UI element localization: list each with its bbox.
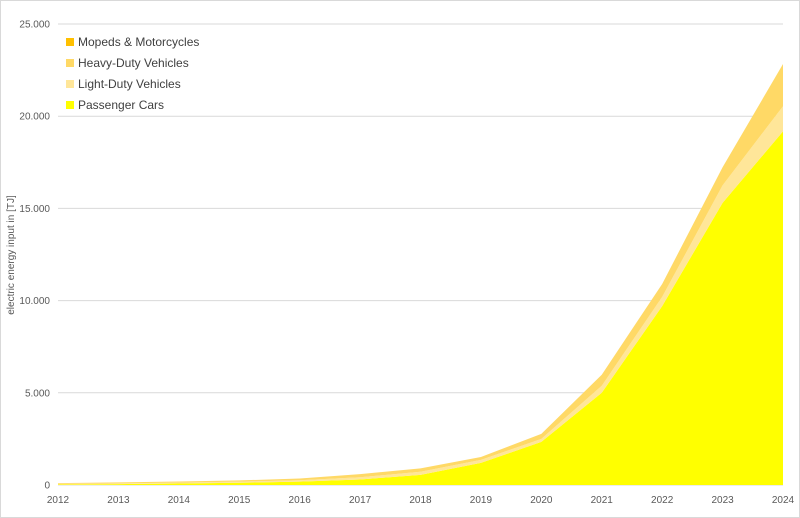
x-tick-label: 2019 [470, 495, 493, 506]
x-tick-label: 2022 [651, 495, 674, 506]
legend-label: Mopeds & Motorcycles [78, 34, 200, 49]
x-tick-label: 2015 [228, 495, 251, 506]
y-tick-label: 5.000 [25, 388, 50, 399]
legend-swatch-light-duty [66, 79, 74, 88]
legend-item-light-duty[interactable]: Light-Duty Vehicles [66, 73, 199, 94]
x-tick-label: 2017 [349, 495, 372, 506]
y-tick-label: 25.000 [19, 20, 50, 31]
y-axis-ticks: 0 5.000 10.000 15.000 20.000 25.000 [19, 20, 50, 492]
y-axis-label: electric energy input in [TJ] [6, 195, 17, 315]
x-tick-label: 2012 [47, 495, 70, 506]
legend-item-mopeds[interactable]: Mopeds & Motorcycles [66, 31, 199, 52]
x-tick-label: 2014 [168, 495, 191, 506]
legend-swatch-passenger-cars [66, 100, 74, 109]
y-tick-label: 15.000 [19, 204, 50, 215]
legend-item-passenger-cars[interactable]: Passenger Cars [66, 94, 199, 115]
area-heavy-duty-vehicles[interactable] [58, 64, 783, 484]
legend-label: Heavy-Duty Vehicles [78, 55, 189, 70]
x-tick-label: 2020 [530, 495, 553, 506]
y-tick-label: 0 [44, 481, 50, 492]
legend: Mopeds & Motorcycles Heavy-Duty Vehicles… [66, 31, 199, 115]
x-tick-label: 2023 [711, 495, 734, 506]
legend-label: Light-Duty Vehicles [78, 76, 181, 91]
x-tick-label: 2016 [289, 495, 312, 506]
y-tick-label: 20.000 [19, 112, 50, 123]
legend-swatch-heavy-duty [66, 58, 74, 67]
y-tick-label: 10.000 [19, 296, 50, 307]
area-passenger-cars[interactable] [58, 131, 783, 485]
x-tick-label: 2021 [591, 495, 614, 506]
legend-swatch-mopeds [66, 37, 74, 46]
x-axis-ticks: 2012 2013 2014 2015 2016 2017 2018 2019 2020 2021… [47, 495, 795, 506]
area-series [58, 64, 783, 485]
legend-item-heavy-duty[interactable]: Heavy-Duty Vehicles [66, 52, 199, 73]
area-light-duty-vehicles[interactable] [58, 106, 783, 485]
x-tick-label: 2013 [107, 495, 130, 506]
x-tick-label: 2024 [772, 495, 795, 506]
legend-label: Passenger Cars [78, 97, 165, 112]
x-tick-label: 2018 [409, 495, 432, 506]
